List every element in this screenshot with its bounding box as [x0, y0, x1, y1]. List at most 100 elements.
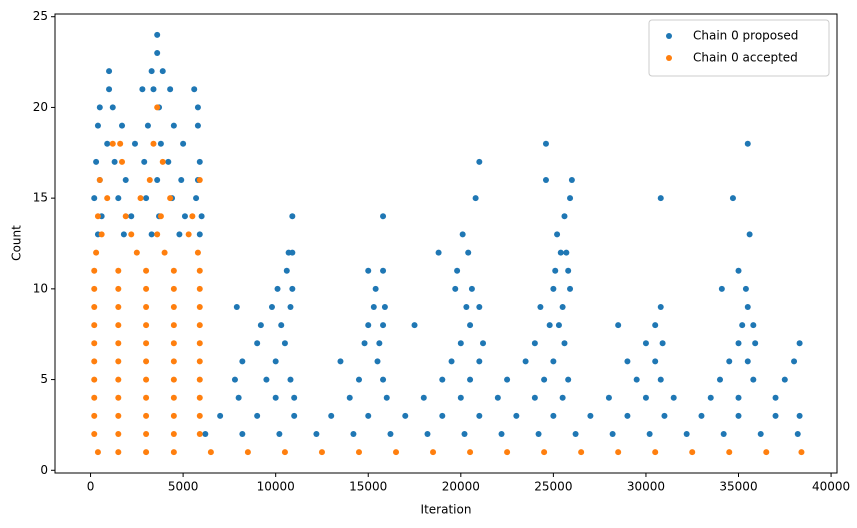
point — [796, 412, 803, 419]
point — [568, 177, 575, 184]
x-axis-label: Iteration — [421, 503, 472, 517]
point — [202, 430, 209, 437]
point — [106, 86, 113, 93]
point — [196, 303, 203, 310]
point — [522, 358, 529, 365]
point — [185, 231, 192, 238]
point — [198, 213, 205, 220]
point — [550, 285, 557, 292]
point — [683, 430, 690, 437]
point — [139, 86, 146, 93]
point — [146, 177, 153, 184]
point — [115, 322, 122, 329]
point — [646, 430, 653, 437]
point — [742, 285, 749, 292]
point — [535, 430, 542, 437]
point — [454, 267, 461, 274]
point — [91, 195, 98, 202]
legend-marker — [666, 55, 672, 61]
point — [91, 322, 98, 329]
point — [257, 322, 264, 329]
point — [459, 231, 466, 238]
point — [504, 449, 511, 456]
point — [657, 195, 664, 202]
point — [550, 412, 557, 419]
point — [157, 140, 164, 147]
point — [424, 430, 431, 437]
point — [355, 376, 362, 383]
point — [115, 267, 122, 274]
point — [430, 449, 437, 456]
point — [387, 430, 394, 437]
point — [313, 430, 320, 437]
point — [689, 449, 696, 456]
point — [115, 376, 122, 383]
point — [698, 412, 705, 419]
point — [159, 68, 166, 75]
point — [559, 303, 566, 310]
point — [642, 340, 649, 347]
point — [235, 394, 242, 401]
point — [231, 376, 238, 383]
point — [729, 195, 736, 202]
point — [189, 213, 196, 220]
point — [194, 104, 201, 111]
point — [541, 376, 548, 383]
point — [291, 412, 298, 419]
point — [207, 449, 214, 456]
point — [448, 358, 455, 365]
point — [148, 231, 155, 238]
point — [196, 430, 203, 437]
point — [194, 122, 201, 129]
point — [193, 195, 200, 202]
point — [461, 430, 468, 437]
point — [739, 322, 746, 329]
point — [542, 177, 549, 184]
point — [143, 303, 150, 310]
point — [546, 322, 553, 329]
point — [661, 412, 668, 419]
point — [217, 412, 224, 419]
plot-frame — [54, 13, 838, 474]
point — [476, 412, 483, 419]
point — [106, 68, 113, 75]
point — [170, 430, 177, 437]
point — [435, 249, 442, 256]
point — [381, 303, 388, 310]
point — [542, 140, 549, 147]
point — [726, 449, 733, 456]
point — [91, 430, 98, 437]
point — [565, 267, 572, 274]
point — [119, 122, 126, 129]
point — [254, 412, 261, 419]
point — [504, 376, 511, 383]
point — [744, 358, 751, 365]
point — [557, 249, 564, 256]
point — [115, 285, 122, 292]
point — [554, 231, 561, 238]
point — [633, 376, 640, 383]
point — [157, 213, 164, 220]
point — [772, 394, 779, 401]
point — [91, 285, 98, 292]
point — [567, 195, 574, 202]
point — [652, 322, 659, 329]
point — [274, 285, 281, 292]
point — [122, 213, 129, 220]
point — [287, 376, 294, 383]
point — [91, 394, 98, 401]
point — [268, 303, 275, 310]
point — [752, 340, 759, 347]
point — [196, 322, 203, 329]
point — [457, 340, 464, 347]
point — [154, 177, 161, 184]
point — [537, 303, 544, 310]
point — [380, 322, 387, 329]
point — [128, 213, 135, 220]
point — [670, 394, 677, 401]
point — [117, 140, 124, 147]
point — [115, 195, 122, 202]
point — [735, 340, 742, 347]
x-tick-label: 15000 — [349, 480, 387, 494]
point — [393, 449, 400, 456]
